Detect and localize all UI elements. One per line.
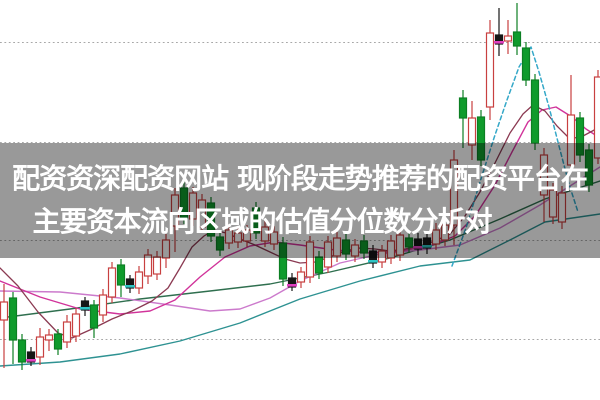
candle-body (278, 242, 288, 280)
candle-body (548, 189, 558, 218)
candle-body (161, 239, 171, 259)
candle-body (314, 256, 324, 274)
candle-body (494, 34, 504, 45)
candle-body (566, 114, 576, 166)
magenta-tick (287, 284, 297, 287)
candle-body (44, 334, 54, 341)
candle-body (332, 237, 342, 257)
candle-body (530, 79, 540, 144)
candle-body (539, 154, 549, 196)
headline-line-1: 配资资深配资网站 现阶段走势推荐的配资平台在 (12, 162, 589, 195)
headline-banner: 配资资深配资网站 现阶段走势推荐的配资平台在 主要资本流向区域的估值分位数分析对 (0, 143, 600, 258)
candle-body (575, 117, 585, 156)
candles-group (0, 3, 600, 370)
candle-body (8, 297, 18, 341)
candle-body (152, 256, 162, 275)
candle-body (125, 278, 135, 289)
candle-body (377, 250, 387, 263)
magenta-tick (413, 246, 423, 249)
gridlines-group (0, 42, 600, 340)
candle-body (512, 31, 522, 47)
candle-body (71, 313, 81, 337)
candle-body (107, 267, 117, 298)
candle-body (0, 301, 9, 321)
candle-body (296, 271, 306, 283)
candle-body (521, 47, 531, 81)
candle-body (593, 76, 600, 159)
candle-body (404, 237, 414, 248)
candle-body (143, 254, 153, 277)
candle-body (269, 231, 279, 245)
candle-body (368, 250, 378, 264)
cyan-tick (422, 245, 432, 248)
candle-body (26, 351, 36, 363)
candle-body (449, 159, 459, 226)
candle-body (440, 224, 450, 241)
candle-body (206, 202, 216, 237)
headline-line-2: 主要资本流向区域的估值分位数分析对 (32, 205, 492, 238)
candle-body (53, 333, 63, 350)
candle-body (35, 336, 45, 358)
magenta-tick (494, 41, 504, 44)
candle-body (386, 240, 396, 259)
candle-body (395, 234, 405, 256)
candle-body (503, 35, 513, 42)
candle-body (305, 241, 315, 278)
candle-body (233, 232, 243, 243)
candle-body (341, 239, 351, 255)
candle-body (188, 192, 198, 220)
candle-body (170, 194, 180, 227)
cyan-tick (368, 260, 378, 263)
candle-body (251, 207, 261, 234)
candle-body (197, 199, 207, 228)
candle-body (98, 294, 108, 316)
ma-dark-green (0, 180, 600, 319)
candle-body (458, 97, 468, 119)
candle-body (557, 192, 567, 223)
candle-body (134, 271, 144, 289)
candle-body (413, 238, 423, 250)
candle-body (431, 229, 441, 245)
candle-body (89, 304, 99, 329)
candle-body (62, 321, 72, 343)
candle-body (116, 264, 126, 286)
candle-body (80, 300, 90, 311)
candle-body (422, 237, 432, 249)
candle-body (359, 240, 369, 254)
candle-body (242, 229, 252, 242)
ma-teal (0, 213, 600, 367)
cyan-tick (80, 307, 90, 310)
candle-body (323, 241, 333, 268)
candle-body (584, 149, 594, 186)
candle-body (179, 187, 189, 219)
candle-body (350, 244, 360, 257)
candle-body (215, 236, 225, 251)
magenta-tick (26, 359, 36, 362)
candle-body (17, 339, 27, 363)
candle-body (476, 116, 486, 161)
candle-body (287, 277, 297, 288)
candle-body (260, 226, 270, 242)
candle-body (224, 229, 234, 244)
candle-body (485, 32, 495, 108)
candle-body (467, 117, 477, 146)
cyan-tick (125, 285, 135, 288)
